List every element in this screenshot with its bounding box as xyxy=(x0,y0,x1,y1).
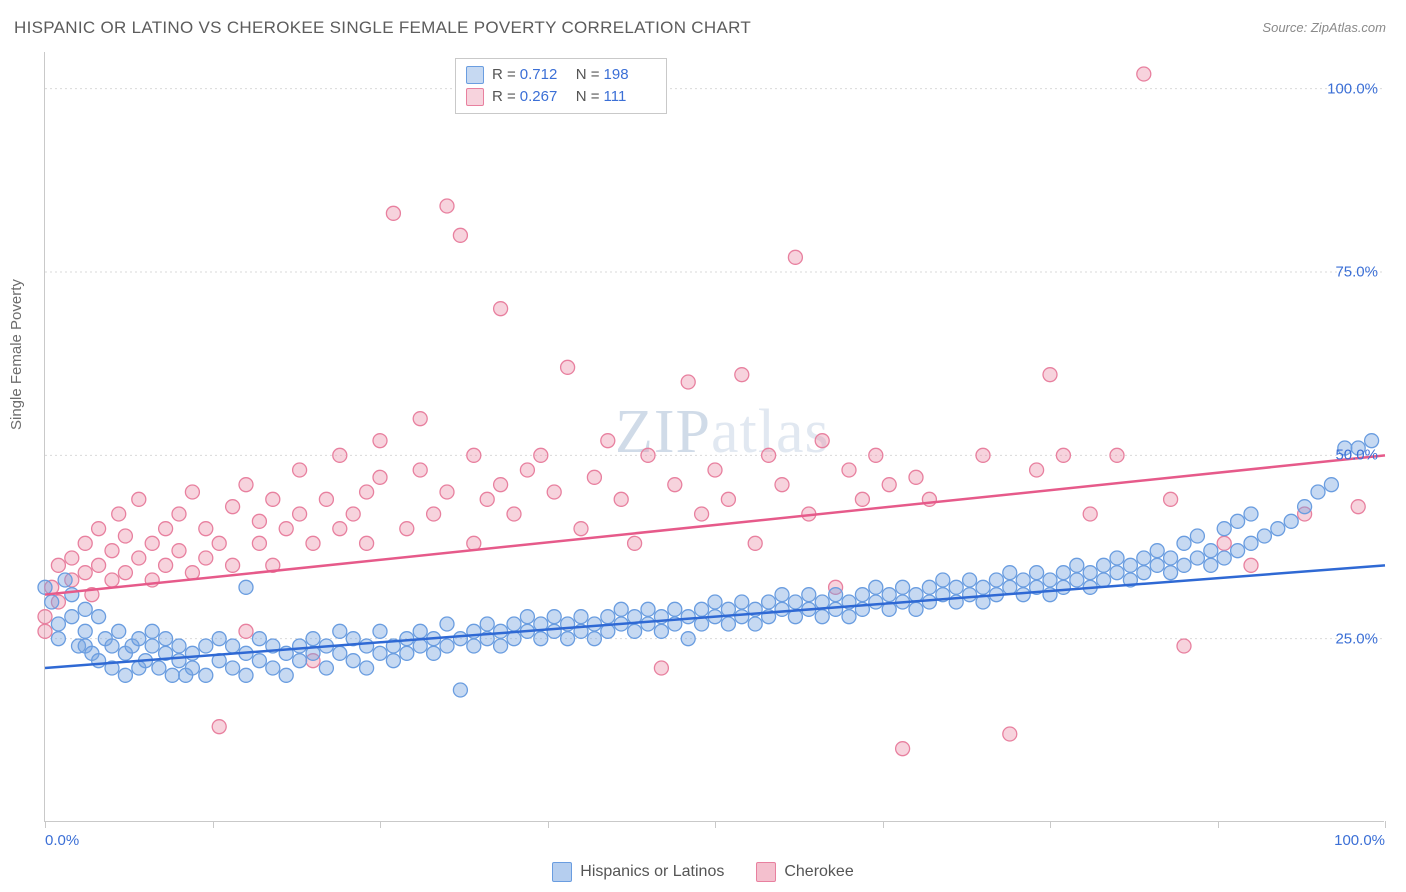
stats-r-value-cherokee: 0.267 xyxy=(520,86,572,108)
legend-swatch-hispanic xyxy=(552,862,572,882)
x-tick xyxy=(715,821,716,828)
stats-row-hispanic: R = 0.712 N = 198 xyxy=(466,64,656,86)
stats-text-hispanic: R = 0.712 N = 198 xyxy=(492,64,656,86)
stats-n-label: N = xyxy=(576,64,600,86)
x-tick-label: 0.0% xyxy=(45,832,79,849)
legend-label-hispanic: Hispanics or Latinos xyxy=(580,863,724,881)
source-label: Source: xyxy=(1262,20,1307,35)
legend-label-cherokee: Cherokee xyxy=(784,863,853,881)
y-tick-label: 50.0% xyxy=(1335,447,1378,464)
stats-n-value-cherokee: 111 xyxy=(604,86,656,108)
stats-text-cherokee: R = 0.267 N = 111 xyxy=(492,86,656,108)
y-tick-label: 25.0% xyxy=(1335,630,1378,647)
stats-box: R = 0.712 N = 198 R = 0.267 N = 111 xyxy=(455,58,667,114)
y-tick-label: 100.0% xyxy=(1327,80,1378,97)
swatch-hispanic xyxy=(466,66,484,84)
legend-item-hispanic: Hispanics or Latinos xyxy=(552,862,724,882)
legend: Hispanics or Latinos Cherokee xyxy=(0,862,1406,882)
legend-swatch-cherokee xyxy=(756,862,776,882)
correlation-chart: HISPANIC OR LATINO VS CHEROKEE SINGLE FE… xyxy=(0,0,1406,892)
x-tick xyxy=(45,821,46,828)
x-tick xyxy=(883,821,884,828)
x-tick xyxy=(213,821,214,828)
plot-svg xyxy=(45,52,1385,822)
x-tick xyxy=(1050,821,1051,828)
y-tick-label: 75.0% xyxy=(1335,264,1378,281)
swatch-cherokee xyxy=(466,88,484,106)
y-axis-label: Single Female Poverty xyxy=(8,279,25,430)
x-tick xyxy=(1218,821,1219,828)
x-tick xyxy=(1385,821,1386,828)
plot-area: ZIPatlas R = 0.712 N = 198 R = xyxy=(44,52,1384,822)
stats-row-cherokee: R = 0.267 N = 111 xyxy=(466,86,656,108)
stats-r-value-hispanic: 0.712 xyxy=(520,64,572,86)
x-tick xyxy=(548,821,549,828)
stats-r-label: R = xyxy=(492,86,516,108)
stats-r-label: R = xyxy=(492,64,516,86)
chart-title: HISPANIC OR LATINO VS CHEROKEE SINGLE FE… xyxy=(14,18,751,38)
source-value: ZipAtlas.com xyxy=(1311,20,1386,35)
x-tick xyxy=(380,821,381,828)
stats-n-label: N = xyxy=(576,86,600,108)
legend-item-cherokee: Cherokee xyxy=(756,862,853,882)
stats-n-value-hispanic: 198 xyxy=(604,64,656,86)
source-attribution: Source: ZipAtlas.com xyxy=(1262,20,1386,35)
x-tick-label: 100.0% xyxy=(1334,832,1385,849)
